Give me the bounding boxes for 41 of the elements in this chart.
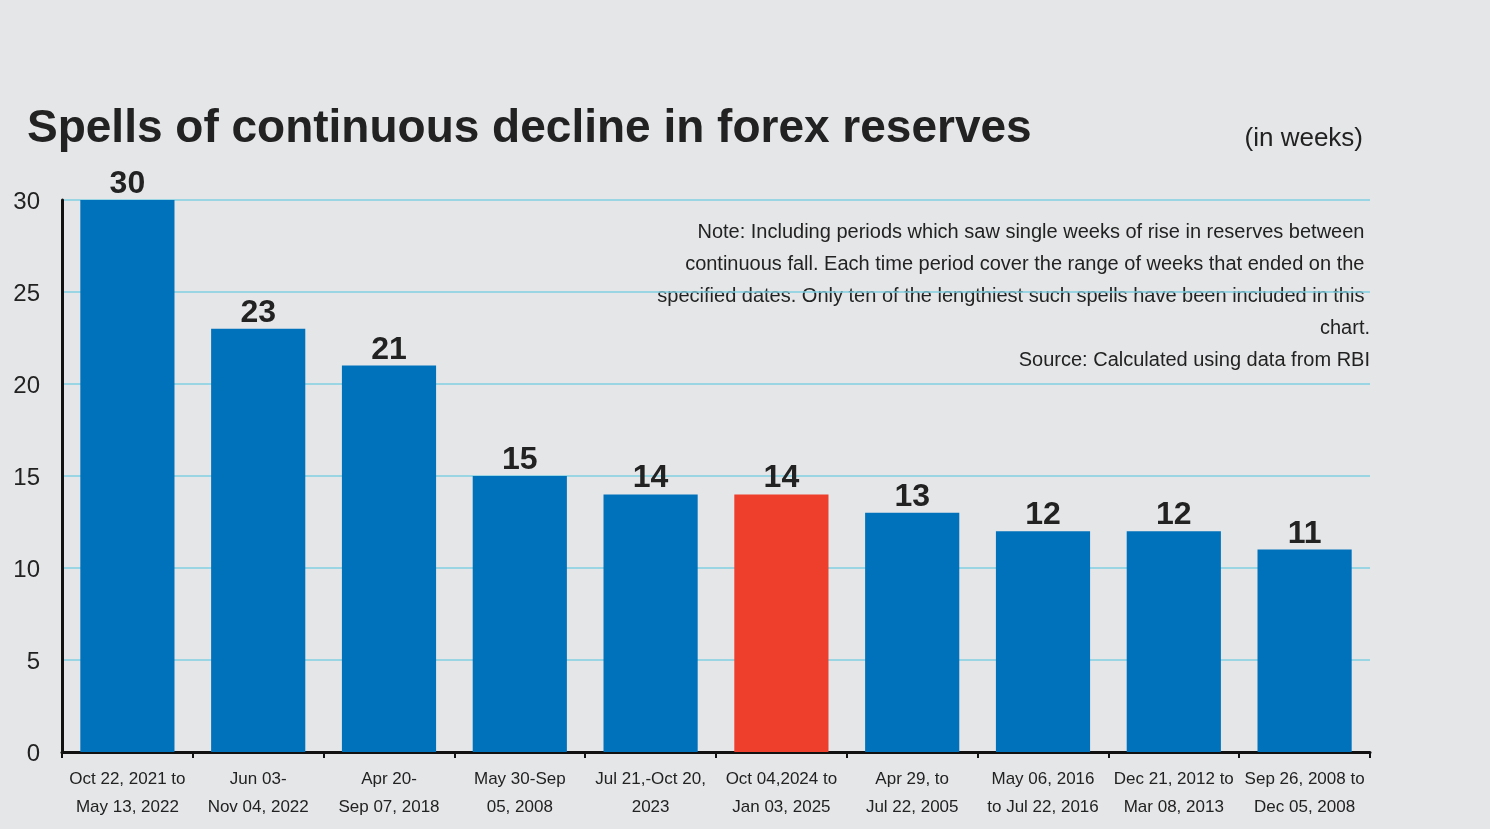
data-label: 21 [371,329,407,366]
bar [734,494,829,752]
bar [865,512,960,752]
bar [1126,531,1221,752]
data-label: 23 [240,292,276,329]
y-axis-title: (in weeks) [1244,122,1364,152]
data-label: 14 [763,458,800,495]
data-label: 15 [502,440,538,476]
annotation: Note: Including periods which saw single weeks of rise in reserves between continuous fall. Each time period cover the range of weeks that ended on the specified dates. Only ten of the lengthiest such spells have been included in this chart. [657,220,1370,338]
x-tick-label: Oct 04,2024 to Jan 03, 2025 [725,768,838,816]
bar [995,531,1091,752]
y-tick-label: 5 [26,646,40,674]
x-tick-label: Apr 20- Sep 07, 2018 [338,768,440,816]
bar [1257,549,1352,752]
data-label: 12 [1156,495,1192,532]
y-tick-label: 25 [13,278,40,306]
data-label: 12 [1025,495,1061,532]
data-label: 14 [632,458,669,495]
y-tick-label: 20 [13,370,40,398]
bar [472,476,567,752]
data-label: 11 [1287,513,1322,550]
y-tick-label: 10 [13,554,40,582]
data-label: 30 [109,164,146,200]
bar [80,200,175,752]
annotation: Source: Calculated using data from RBI [1018,348,1370,370]
chart-title: Spells of continuous decline in forex reserves [27,100,1032,152]
y-tick-label: 15 [13,462,40,490]
bar [341,365,437,752]
bar [603,494,698,752]
data-label: 13 [894,476,930,513]
x-tick-label: May 30-Sep 05, 2008 [473,768,566,816]
x-tick-label: Dec 21, 2012 to Mar 08, 2013 [1113,768,1234,816]
bar [211,328,306,752]
x-tick-label: Jun 03- Nov 04, 2022 [207,768,309,816]
x-tick-label: Jul 21,-Oct 20, 2023 [595,768,706,816]
x-tick-label: Apr 29, to Jul 22, 2005 [865,768,959,816]
x-tick-label: Sep 26, 2008 to Dec 05, 2008 [1244,768,1365,816]
x-tick-label: May 06, 2016 to Jul 22, 2016 [987,768,1099,816]
y-tick-label: 30 [13,186,40,214]
x-tick-label: Oct 22, 2021 to May 13, 2022 [69,768,186,816]
y-tick-label: 0 [26,738,40,766]
